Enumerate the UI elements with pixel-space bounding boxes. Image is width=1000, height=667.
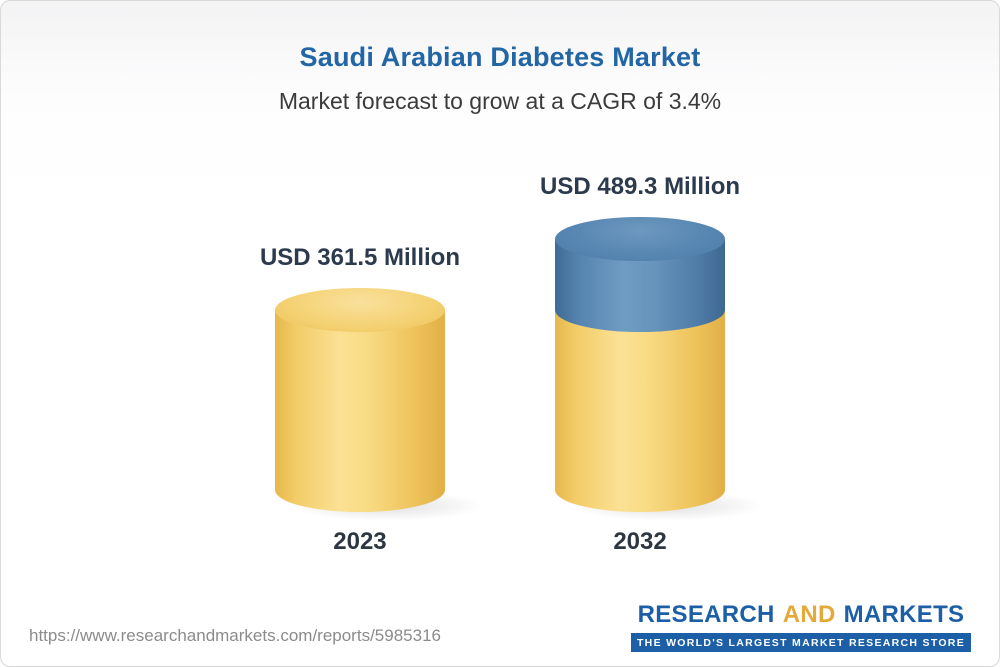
- logo-wordmark: RESEARCH AND MARKETS: [631, 601, 971, 629]
- chart-subtitle: Market forecast to grow at a CAGR of 3.4…: [278, 88, 722, 114]
- base-segment-2032: [555, 310, 726, 512]
- value-label-2023: USD 361.5 Million: [259, 244, 460, 272]
- chart-area: USD 361.5 Million 2023 USD 489.3 Million…: [1, 173, 999, 556]
- logo-word-and: AND: [782, 601, 836, 628]
- footer: https://www.researchandmarkets.com/repor…: [1, 601, 999, 666]
- bar-group-2032: USD 489.3 Million 2032: [540, 173, 766, 556]
- value-label-2032: USD 489.3 Million: [540, 173, 741, 201]
- logo-tagline: THE WORLD'S LARGEST MARKET RESEARCH STOR…: [630, 633, 971, 652]
- cylinder-2023: [274, 288, 485, 521]
- research-and-markets-logo: RESEARCH AND MARKETS THE WORLD'S LARGEST…: [630, 601, 971, 652]
- cylinder-top-2023: [274, 288, 445, 333]
- bar-group-2023: USD 361.5 Million 2023: [259, 244, 485, 556]
- chart-title: Saudi Arabian Diabetes Market: [299, 42, 701, 72]
- year-label-2032: 2032: [613, 528, 667, 555]
- logo-word-markets: MARKETS: [843, 601, 965, 628]
- logo-word-research: RESEARCH: [637, 601, 775, 628]
- cylinder-2032: [555, 217, 766, 521]
- year-label-2023: 2023: [333, 528, 387, 555]
- base-segment-2023: [274, 310, 445, 512]
- report-url: https://www.researchandmarkets.com/repor…: [29, 626, 441, 645]
- cylinder-top-2032: [555, 217, 726, 262]
